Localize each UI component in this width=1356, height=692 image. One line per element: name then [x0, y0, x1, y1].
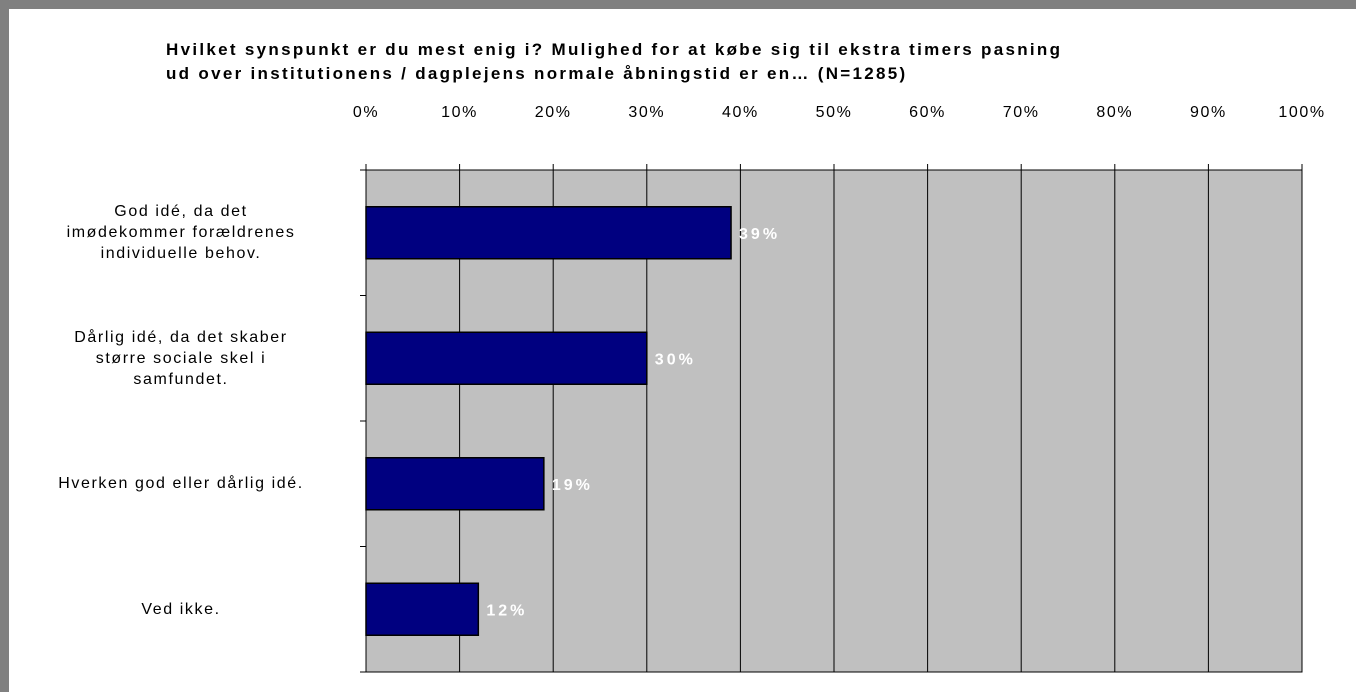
chart-title: Hvilket synspunkt er du mest enig i? Mul… — [166, 38, 1062, 86]
category-label-line: større sociale skel i — [95, 349, 267, 367]
bar — [365, 582, 480, 636]
x-tick-label: 80% — [1096, 104, 1133, 121]
x-tick-label: 70% — [1003, 104, 1040, 121]
category-label-line: God idé, da det — [114, 203, 248, 221]
bar — [365, 206, 732, 260]
category-label: Hverken god eller dårlig idé. — [16, 473, 346, 494]
x-tick-label: 30% — [628, 104, 665, 121]
bar — [365, 331, 648, 385]
x-tick-label: 60% — [909, 104, 946, 121]
category-label-line: imødekommer forældrenes — [66, 224, 296, 242]
data-label: 12% — [486, 602, 527, 619]
x-tick-label: 40% — [722, 104, 759, 121]
data-label: 19% — [552, 477, 593, 494]
bar — [365, 457, 545, 511]
category-label-line: Dårlig idé, da det skaber — [74, 328, 288, 346]
x-tick-label: 90% — [1190, 104, 1227, 121]
data-label: 39% — [739, 226, 780, 243]
x-tick-label: 50% — [816, 104, 853, 121]
category-label-line: Ved ikke. — [141, 600, 221, 618]
chart-title-line-2: ud over institutionens / dagplejens norm… — [166, 64, 908, 83]
x-tick-label: 20% — [535, 104, 572, 121]
x-tick-label: 0% — [353, 104, 379, 121]
category-label-line: individuelle behov. — [100, 245, 262, 263]
category-label-line: samfundet. — [133, 370, 229, 388]
x-tick-label: 10% — [441, 104, 478, 121]
data-label: 30% — [655, 351, 696, 368]
category-label: God idé, da det imødekommer forældrenes in… — [16, 201, 346, 264]
category-label: Ved ikke. — [16, 599, 346, 620]
category-label-line: Hverken god eller dårlig idé. — [58, 475, 304, 493]
x-tick-label: 100% — [1278, 104, 1325, 121]
chart-title-line-1: Hvilket synspunkt er du mest enig i? Mul… — [166, 40, 1063, 59]
category-label: Dårlig idé, da det skaber større sociale … — [16, 327, 346, 390]
